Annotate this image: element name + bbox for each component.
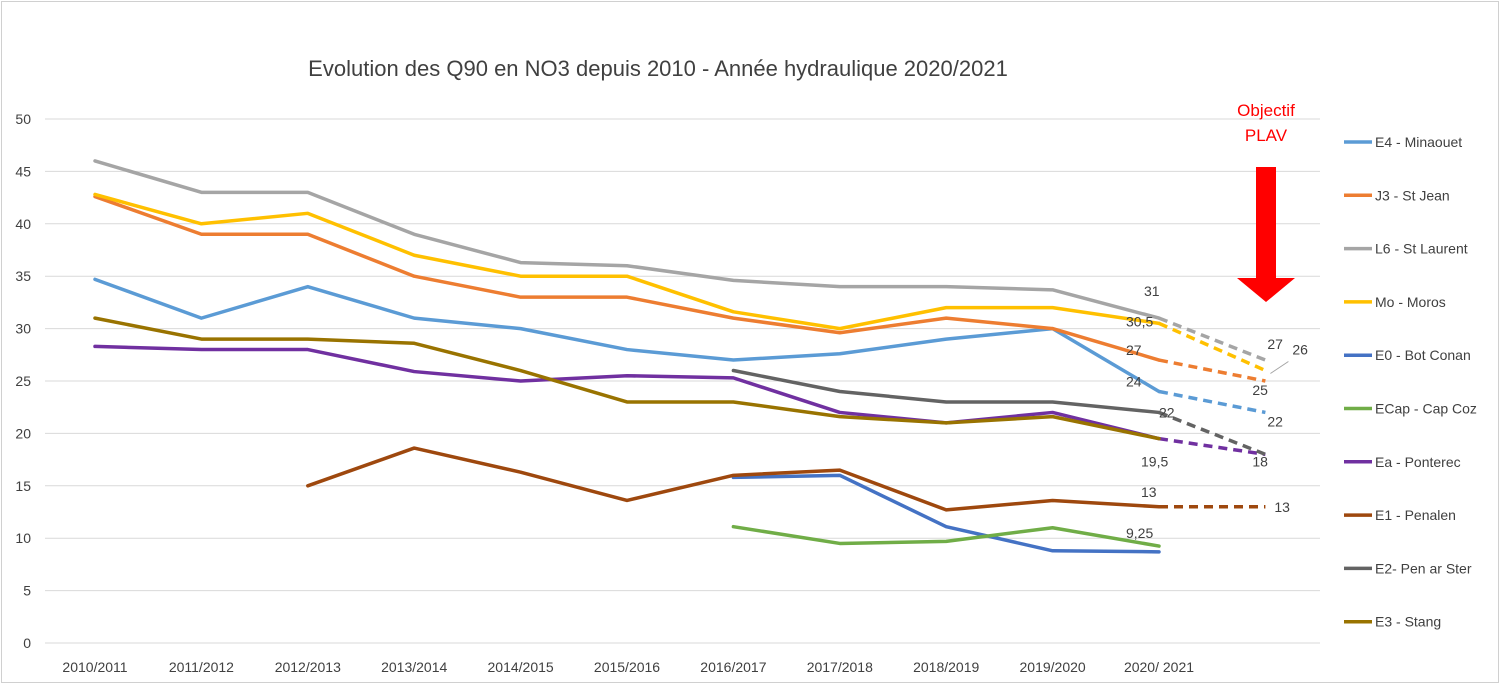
series-line [93, 316, 1161, 441]
series-line [306, 446, 1161, 512]
series-line [93, 277, 1161, 394]
objective-label-line2: PLAV [1245, 126, 1288, 145]
series-line [731, 524, 1161, 548]
x-tick-label: 2018/2019 [913, 659, 979, 675]
objective-projection-line [1158, 436, 1266, 457]
objective-projection-line [1158, 389, 1266, 415]
data-labels: 31 30,5 27 24 22 19,5 13 9,25 27 26 25 22 18 13 [1126, 283, 1308, 541]
data-label: 22 [1267, 413, 1283, 429]
objective-label-line1: Objectif [1237, 101, 1295, 120]
objective-projection-line [1158, 321, 1267, 373]
legend-entry: ECap - Cap Coz [1375, 401, 1477, 417]
label-leader-line [1270, 361, 1289, 374]
x-tick-label: 2012/2013 [275, 659, 341, 675]
x-tick-label: 2015/2016 [594, 659, 660, 675]
x-tick-label: 2020/ 2021 [1124, 659, 1194, 675]
series-line [731, 473, 1161, 554]
data-label: 9,25 [1126, 525, 1153, 541]
x-tick-label: 2010/2011 [62, 659, 127, 675]
down-arrow-icon [1237, 167, 1295, 302]
y-tick-label: 25 [15, 373, 31, 389]
legend-entry: E0 - Bot Conan [1375, 347, 1471, 363]
legend-entry: J3 - St Jean [1375, 187, 1450, 203]
y-tick-label: 50 [15, 111, 31, 127]
legend: E4 - Minaouet J3 - St Jean L6 - St Laurent… [1344, 134, 1477, 630]
y-axis-ticks: 0 5 10 15 20 25 30 35 40 45 50 [15, 111, 31, 651]
x-axis-ticks: 2010/2011 2011/2012 2012/2013 2013/2014 2014… [62, 659, 1194, 675]
x-tick-label: 2011/2012 [169, 659, 234, 675]
legend-entry: Ea - Ponterec [1375, 454, 1461, 470]
legend-entry: E4 - Minaouet [1375, 134, 1462, 150]
series-line [731, 368, 1161, 415]
data-label: 13 [1274, 499, 1290, 515]
data-label: 22 [1159, 404, 1175, 420]
legend-entry: E2- Pen ar Ster [1375, 560, 1472, 576]
y-tick-label: 35 [15, 268, 31, 284]
y-tick-label: 20 [15, 425, 31, 441]
y-tick-label: 5 [23, 583, 31, 599]
grid [45, 118, 1320, 644]
series-line [93, 344, 1161, 441]
y-tick-label: 0 [23, 635, 31, 651]
legend-entry: Mo - Moros [1375, 294, 1446, 310]
data-label: 26 [1292, 342, 1308, 358]
objective-annotation: Objectif PLAV [1237, 101, 1295, 302]
y-tick-label: 10 [15, 530, 31, 546]
series-line [93, 159, 1161, 320]
y-tick-label: 45 [15, 163, 31, 179]
series-lines [93, 159, 1267, 554]
y-tick-label: 15 [15, 478, 31, 494]
data-label: 31 [1144, 283, 1160, 299]
series-line [93, 194, 1161, 362]
objective-projection-line [1158, 358, 1266, 383]
x-tick-label: 2014/2015 [488, 659, 554, 675]
x-tick-label: 2013/2014 [381, 659, 447, 675]
data-label: 13 [1141, 484, 1157, 500]
legend-entry: L6 - St Laurent [1375, 241, 1468, 257]
objective-projection-line [1158, 410, 1267, 456]
data-label: 24 [1126, 373, 1142, 389]
y-tick-label: 40 [15, 216, 31, 232]
objective-projection-line [1158, 316, 1267, 362]
data-label: 19,5 [1141, 454, 1168, 470]
chart-title: Evolution des Q90 en NO3 depuis 2010 - A… [308, 56, 1008, 81]
x-tick-label: 2019/2020 [1020, 659, 1086, 675]
x-tick-label: 2016/2017 [700, 659, 766, 675]
series-line [93, 192, 1161, 331]
x-tick-label: 2017/2018 [807, 659, 873, 675]
data-label: 30,5 [1126, 313, 1153, 329]
legend-entry: E1 - Penalen [1375, 507, 1456, 523]
data-label: 27 [1267, 336, 1283, 352]
data-label: 27 [1126, 342, 1142, 358]
y-tick-label: 30 [15, 321, 31, 337]
data-label: 18 [1252, 453, 1268, 469]
data-label: 25 [1252, 382, 1268, 398]
legend-entry: E3 - Stang [1375, 614, 1441, 630]
